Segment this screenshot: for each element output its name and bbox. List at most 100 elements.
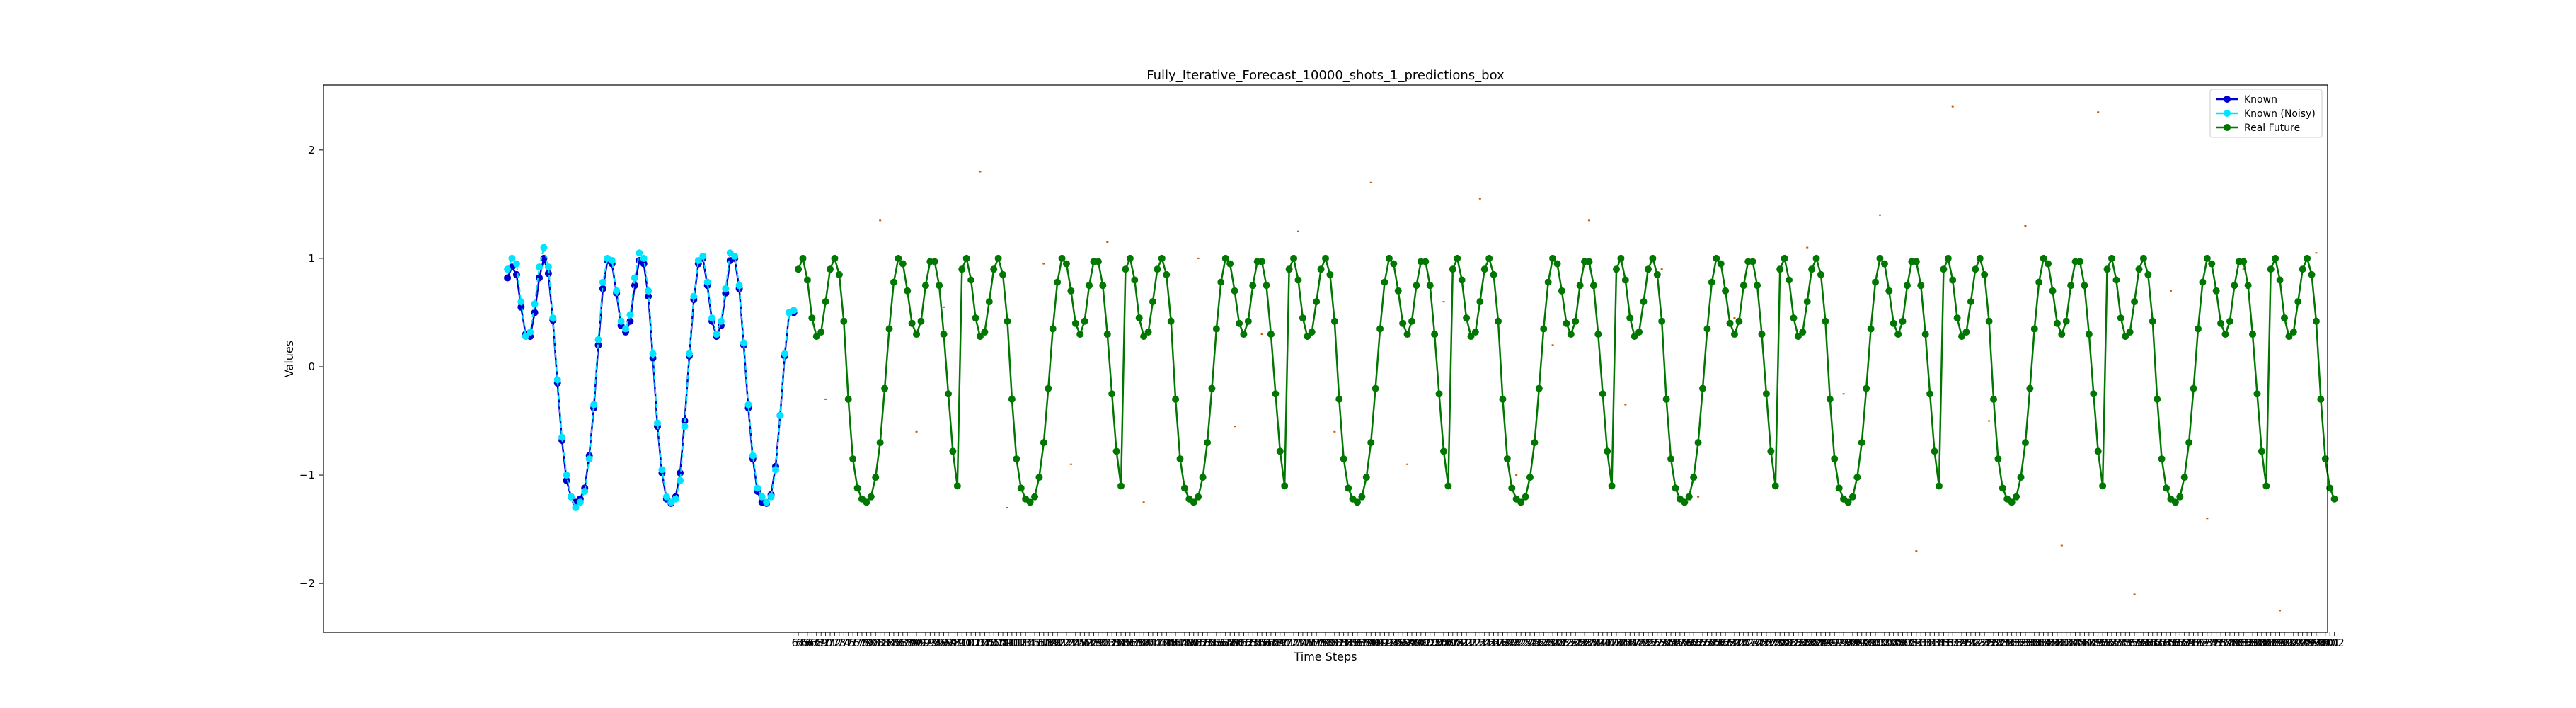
real-future-point <box>2090 390 2098 398</box>
real-future-point <box>1499 395 1507 403</box>
real-future-point <box>1158 254 1166 262</box>
real-future-point <box>1999 484 2006 492</box>
known-noisy-point <box>613 287 621 295</box>
real-future-point <box>2180 474 2188 481</box>
x-tick-label: 387 <box>2256 636 2277 649</box>
x-tick-label: 175 <box>1293 636 1313 649</box>
real-future-point <box>1408 317 1416 325</box>
real-future-point <box>1099 282 1107 290</box>
x-tick-label: 386 <box>2252 636 2272 649</box>
known-point <box>517 303 525 311</box>
legend-label-known-noisy: Known (Noisy) <box>2244 108 2316 120</box>
real-future-point <box>1726 319 1734 327</box>
real-future-point <box>1372 384 1379 392</box>
x-tick-label: 240 <box>1588 636 1609 649</box>
real-future-point <box>1935 482 1943 490</box>
x-tick-label: 122 <box>1052 636 1072 649</box>
prediction-mark <box>2133 593 2136 595</box>
x-tick-label: 189 <box>1356 636 1376 649</box>
real-future-point <box>1131 276 1139 284</box>
real-future-point <box>1294 276 1302 284</box>
x-tick-label: 370 <box>2179 636 2200 649</box>
x-tick-label: 101 <box>956 636 977 649</box>
real-future-point <box>1221 254 1229 262</box>
real-future-point <box>1553 260 1561 268</box>
real-future-point <box>1281 482 1289 490</box>
known-noisy-point <box>508 254 516 262</box>
real-future-point <box>1912 258 1920 266</box>
x-tick-label: 238 <box>1579 636 1599 649</box>
x-tick-label: 143 <box>1147 636 1168 649</box>
x-tick-label: 392 <box>2279 636 2299 649</box>
real-future-point <box>1390 260 1398 268</box>
real-future-point <box>1848 493 1856 501</box>
known-noisy-point <box>636 249 643 257</box>
x-tick-label: 281 <box>1774 636 1795 649</box>
real-future-point <box>1126 254 1134 262</box>
real-future-point <box>1235 319 1243 327</box>
x-tick-label: 210 <box>1451 636 1472 649</box>
real-future-point <box>2289 328 2297 336</box>
real-future-point <box>2013 493 2020 501</box>
prediction-mark <box>1369 181 1372 183</box>
x-tick-label: 247 <box>1620 636 1640 649</box>
real-future-point <box>2154 395 2161 403</box>
x-tick-label: 212 <box>1461 636 1481 649</box>
x-tick-label: 228 <box>1534 636 1554 649</box>
series-layer <box>504 105 2338 612</box>
real-future-point <box>2249 331 2257 338</box>
real-future-point <box>1894 331 1902 338</box>
real-future-point <box>2045 260 2052 268</box>
real-future-point <box>799 254 807 262</box>
x-tick-label: 271 <box>1729 636 1749 649</box>
x-tick-label: 180 <box>1316 636 1336 649</box>
x-tick-label: 381 <box>2229 636 2249 649</box>
real-future-point <box>1163 270 1171 278</box>
real-future-point <box>1112 447 1120 455</box>
real-future-point <box>944 390 952 398</box>
x-tick-label: 358 <box>2124 636 2145 649</box>
known-noisy-point <box>708 314 716 322</box>
known-noisy-point <box>763 498 771 506</box>
x-axis-label: Time Steps <box>1293 650 1357 663</box>
real-future-point <box>2194 325 2202 333</box>
real-future-point <box>1426 282 1434 290</box>
real-future-point <box>1589 282 1597 290</box>
real-future-point <box>2094 447 2102 455</box>
x-tick-label: 391 <box>2275 636 2295 649</box>
real-future-point <box>2053 319 2061 327</box>
x-tick-label: 351 <box>2093 636 2113 649</box>
real-future-point <box>1685 493 1693 501</box>
x-tick-label: 217 <box>1483 636 1504 649</box>
real-future-point <box>2321 455 2329 463</box>
x-tick-label: 67 <box>805 636 819 649</box>
x-tick-label: 187 <box>1347 636 1368 649</box>
prediction-mark <box>1260 333 1263 336</box>
x-tick-label: 186 <box>1342 636 1363 649</box>
x-tick-label: 102 <box>961 636 982 649</box>
real-future-point <box>876 439 884 447</box>
real-future-point <box>2139 254 2147 262</box>
x-tick-label: 129 <box>1083 636 1104 649</box>
real-future-point <box>1730 331 1738 338</box>
real-future-point <box>1249 282 1257 290</box>
x-tick-label: 360 <box>2134 636 2154 649</box>
real-future-point <box>1381 278 1388 286</box>
real-future-point <box>917 317 925 325</box>
x-tick-label: 91 <box>914 636 928 649</box>
x-tick-label: 229 <box>1538 636 1558 649</box>
x-tick-label: 339 <box>2038 636 2059 649</box>
x-tick-label: 109 <box>993 636 1013 649</box>
real-future-point <box>1558 287 1565 295</box>
real-future-point <box>1122 266 1129 273</box>
x-tick-label: 215 <box>1474 636 1495 649</box>
real-future-point <box>1549 254 1557 262</box>
x-tick-label: 277 <box>1756 636 1777 649</box>
x-tick-label: 337 <box>2029 636 2049 649</box>
real-future-point <box>1972 266 1979 273</box>
x-tick-label: 307 <box>1892 636 1913 649</box>
real-future-point <box>2163 484 2170 492</box>
real-future-point <box>2122 333 2129 341</box>
real-future-point <box>1263 282 1270 290</box>
x-tick-label: 310 <box>1907 636 1927 649</box>
